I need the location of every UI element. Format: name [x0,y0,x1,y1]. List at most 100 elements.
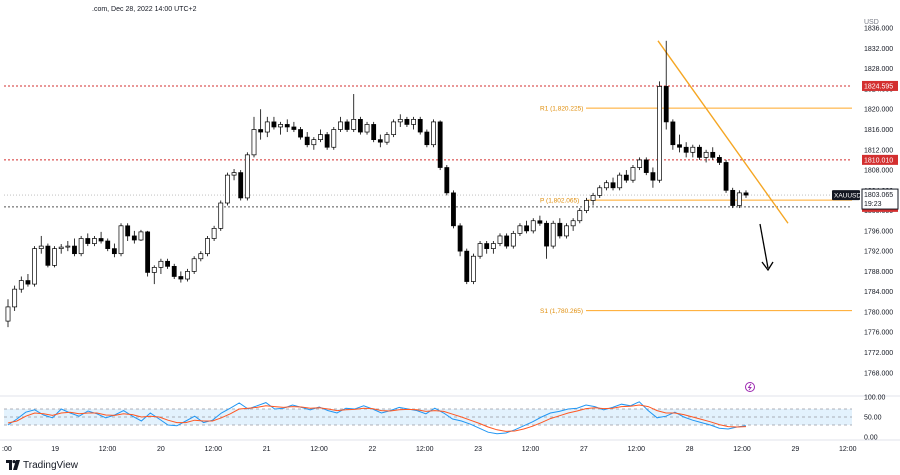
candle-body [318,134,323,140]
symbol-tag-label: XAUUSD [834,193,861,200]
candle-body [384,134,390,143]
candle-body [218,202,224,229]
candle-body [304,136,310,146]
y-tick-label: 1832.000 [864,46,893,53]
candle-body [205,238,210,255]
candle-body [736,192,742,206]
chart-caption: .com, Dec 28, 2022 14:00 UTC+2 [92,6,197,13]
candle-body [311,139,317,146]
descending-trendline[interactable] [657,40,789,224]
candle-body [191,258,197,272]
alert-icon[interactable] [745,382,755,392]
time-axis-label: 12:00 [839,446,857,453]
candle-body [464,250,470,282]
y-tick-label: 1776.000 [864,330,893,337]
candle-body [377,139,383,143]
candle-body [431,121,436,146]
candle-body [437,121,443,168]
candle-body [151,267,157,273]
candle-body [211,227,217,239]
time-axis-label: 22 [369,446,377,453]
candle-body [677,144,682,148]
time-axis-label: 27 [580,446,588,453]
candle-body [650,172,656,181]
candle-body [517,225,523,234]
candle-body [331,129,337,148]
candle-body [251,129,257,156]
candle-body [490,243,496,249]
candle-body [457,225,463,252]
candle-body [324,134,330,148]
candle-body [663,86,669,123]
candle-body [690,146,696,153]
candle-body [577,210,583,222]
candle-body [85,238,91,244]
candle-body [697,146,702,158]
candle-body [710,151,716,158]
candle-body [258,129,264,133]
pivot-level-label: S1 (1,780.265) [540,308,583,315]
rsi-tick-label: 100.00 [864,395,886,402]
candle-body [198,253,204,260]
y-tick-label: 1784.000 [864,289,893,296]
candle-body [730,189,736,206]
forecast-arrow-shaft [759,223,769,269]
candle-body [683,146,689,153]
time-axis-label: 20 [157,446,165,453]
level-price-tag [862,154,898,165]
candle-body [65,245,71,248]
y-tick-label: 1836.000 [864,26,893,33]
y-tick-label: 1828.000 [864,66,893,73]
y-tick-label: 1792.000 [864,249,893,256]
y-tick-label: 1780.000 [864,309,893,316]
candle-body [25,280,31,285]
countdown-label: 19:23 [864,201,882,208]
candle-body [411,119,416,125]
candle-body [637,159,643,168]
candle-body [643,159,649,173]
candle-body [564,225,569,237]
time-axis-label: :00 [2,446,12,453]
candle-body [617,174,623,189]
candle-body [451,192,456,227]
candle-body [584,200,589,211]
level-price-tag-label: 1824.595 [864,83,893,90]
candle-body [723,162,729,191]
y-tick-label: 1772.000 [864,350,893,357]
symbol-tag [832,190,860,201]
candle-body [12,288,18,308]
time-axis-label: 12:00 [416,446,434,453]
rsi-tick-label: 50.00 [864,415,882,422]
candle-body [470,255,476,282]
candle-body [111,248,117,255]
candle-body [38,245,44,249]
candle-body [32,248,38,285]
candle-body [278,124,284,128]
candle-body [743,192,749,196]
y-tick-label: 1788.000 [864,269,893,276]
candle-body [298,129,303,138]
candle-body [264,121,270,133]
candle-body [597,187,603,196]
candle-body [118,225,124,255]
candle-body [344,121,350,130]
candle-body [78,238,84,255]
candle-body [371,124,377,140]
candle-body [185,271,190,280]
level-price-tag [862,80,898,91]
y-tick-label: 1820.000 [864,107,893,114]
tradingview-brand: TradingView [23,459,79,471]
current-price-tag [861,188,899,210]
candle-body [178,276,184,280]
y-tick-label: 1808.000 [864,168,893,175]
time-axis-label: 12:00 [522,446,540,453]
y-tick-label: 1768.000 [864,370,893,377]
time-axis-label: 29 [792,446,800,453]
time-axis-label: 12:00 [99,446,117,453]
candle-body [544,222,549,247]
candle-body [52,248,57,266]
candle-body [357,119,363,133]
candle-body [537,220,543,224]
